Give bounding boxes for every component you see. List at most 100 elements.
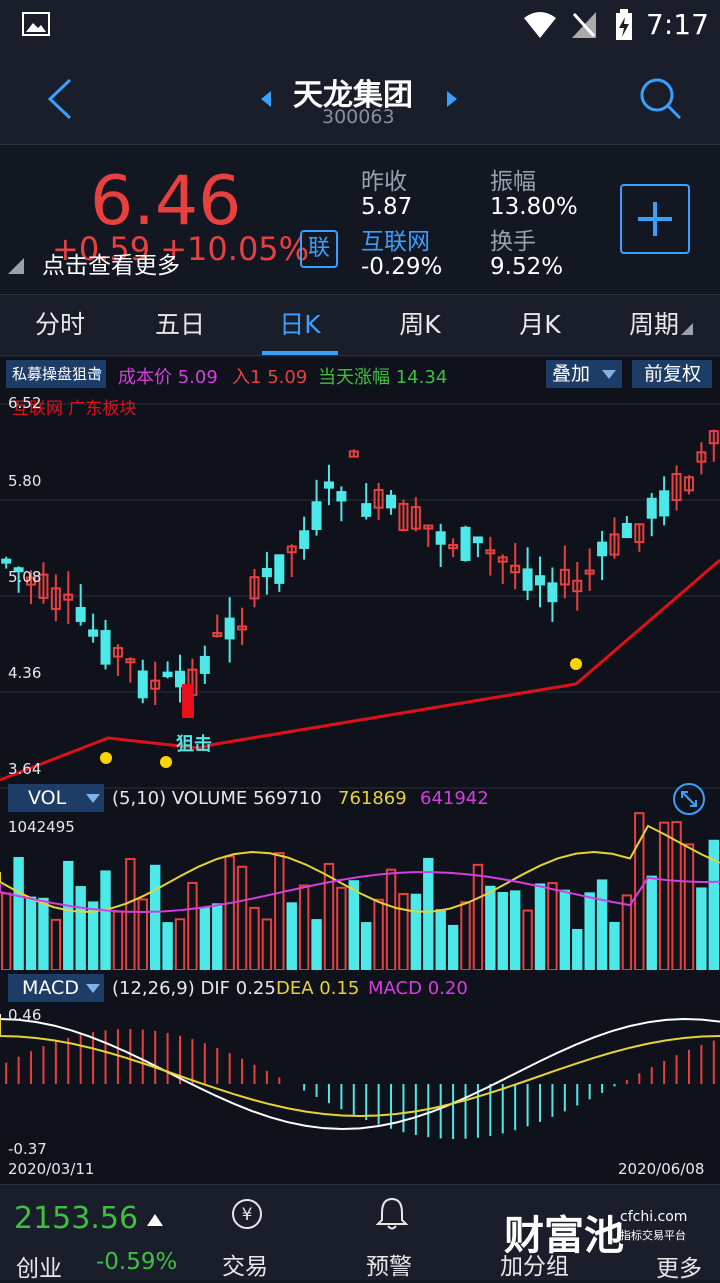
alert-label: 预警	[366, 1254, 412, 1280]
candle-body	[410, 506, 421, 530]
candle-body	[38, 573, 49, 599]
more-button[interactable]: 更多	[656, 1256, 702, 1282]
candle-body	[299, 530, 310, 549]
candle-body	[373, 488, 384, 509]
volume-bar	[112, 910, 124, 970]
trade-button[interactable]: ¥ 交易	[218, 1195, 278, 1281]
macd-plot[interactable]	[0, 1004, 720, 1164]
candle-body	[497, 556, 508, 563]
watermark-sub: 指标交易平台	[620, 1229, 686, 1242]
amplitude-label: 振幅	[490, 169, 536, 195]
search-icon[interactable]	[638, 76, 682, 120]
volume-bar	[137, 898, 148, 970]
wifi-icon	[524, 12, 556, 38]
end-date: 2020/06/08	[618, 1160, 705, 1178]
candle-body	[472, 536, 483, 544]
tab-intraday[interactable]: 分时	[34, 310, 85, 339]
entry-price: 入1 5.09	[232, 367, 308, 388]
kline-chart-area[interactable]: 私募操盘狙击 成本价 5.09 入1 5.09 当天涨幅 14.34 叠加 前复…	[0, 358, 720, 1184]
stock-name: 天龙集团	[293, 78, 413, 113]
prev-stock-icon[interactable]	[259, 90, 273, 108]
candle-body	[100, 630, 111, 665]
candle-body	[150, 679, 161, 690]
volume-bar	[63, 860, 74, 970]
volume-bar	[472, 863, 484, 970]
alert-button[interactable]: 预警	[362, 1195, 422, 1281]
macd-params: (12,26,9) DIF 0.25	[112, 978, 276, 999]
volume-bar	[683, 843, 695, 970]
chevron-down-icon	[92, 370, 102, 377]
volume-bar	[348, 880, 360, 970]
volume-bar	[187, 881, 198, 970]
volume-bar	[199, 906, 211, 970]
signal-dot	[100, 752, 112, 764]
tab-five-day[interactable]: 五日	[154, 310, 205, 339]
turnover-value: 9.52%	[490, 254, 564, 280]
volume-bar	[249, 906, 260, 970]
fullscreen-icon[interactable]	[672, 782, 706, 816]
overlay-select[interactable]: 叠加	[546, 360, 622, 388]
quote-panel[interactable]: 6.46 +0.59 +10.05% 点击查看更多 联 昨收 5.87 互联网 …	[0, 146, 720, 294]
candle-body	[696, 451, 707, 463]
candle-body	[63, 593, 74, 601]
candle-body	[249, 576, 260, 600]
tab-period[interactable]: 周期	[600, 295, 720, 357]
view-more-hint[interactable]: 点击查看更多	[42, 253, 180, 279]
volume-bar	[658, 821, 670, 970]
sector-link[interactable]: 互联网	[361, 229, 430, 255]
dea-line	[0, 1018, 720, 1118]
stock-code: 300063	[322, 106, 395, 128]
prev-close-value: 5.87	[361, 194, 413, 220]
volume-bar	[298, 884, 310, 970]
lian-button[interactable]: 联	[300, 230, 338, 268]
volume-plot[interactable]	[0, 812, 720, 970]
indicator-select[interactable]: 私募操盘狙击	[6, 360, 106, 388]
volume-bar	[1, 892, 12, 970]
volume-bar	[236, 865, 248, 970]
volume-bar	[174, 918, 186, 970]
day-gain: 当天涨幅 14.34	[318, 367, 448, 388]
volume-bar	[323, 862, 335, 970]
volume-max-label: 1042495	[8, 818, 75, 836]
signal-off-icon	[572, 12, 596, 38]
volume-indicator-select[interactable]: VOL	[8, 784, 104, 812]
index-value[interactable]: 2153.56	[14, 1201, 139, 1236]
bell-icon	[375, 1197, 409, 1230]
adjust-button[interactable]: 前复权	[632, 360, 712, 388]
volume-bar	[522, 909, 533, 970]
candle-body	[572, 579, 583, 593]
candle-body	[348, 450, 359, 458]
volume-bar	[584, 892, 595, 970]
index-change: -0.59%	[96, 1249, 178, 1275]
back-icon[interactable]	[44, 76, 74, 122]
add-watchlist-button[interactable]	[620, 184, 690, 254]
amplitude-value: 13.80%	[490, 194, 578, 220]
y-tick-label: 6.52	[8, 394, 42, 412]
kline-plot[interactable]	[0, 390, 720, 810]
tab-month-k[interactable]: 月K	[519, 310, 561, 339]
trade-label: 交易	[222, 1254, 268, 1280]
status-time: 7:17	[646, 8, 709, 41]
volume-bar	[224, 855, 235, 970]
tab-week-k[interactable]: 周K	[399, 310, 441, 339]
volume-bar	[162, 922, 173, 970]
volume-bar	[385, 868, 397, 970]
y-tick-label: 5.80	[8, 472, 42, 490]
candle-body	[547, 582, 558, 603]
volume-bar	[50, 918, 62, 970]
tab-day-k[interactable]: 日K	[240, 295, 360, 357]
add-group-button[interactable]: 加分组	[496, 1195, 586, 1281]
battery-charging-icon	[616, 9, 632, 40]
volume-bar	[559, 889, 571, 970]
candle-body	[261, 568, 272, 578]
signal-dot	[160, 756, 172, 768]
macd-indicator-select[interactable]: MACD	[8, 974, 104, 1002]
candle-body	[609, 533, 620, 556]
candle-body	[274, 554, 285, 584]
volume-bar	[38, 897, 49, 970]
index-name[interactable]: 创业	[16, 1256, 62, 1282]
volume-bar	[485, 885, 496, 970]
volume-bar	[447, 924, 459, 970]
next-stock-icon[interactable]	[445, 90, 459, 108]
candle-body	[26, 576, 37, 586]
